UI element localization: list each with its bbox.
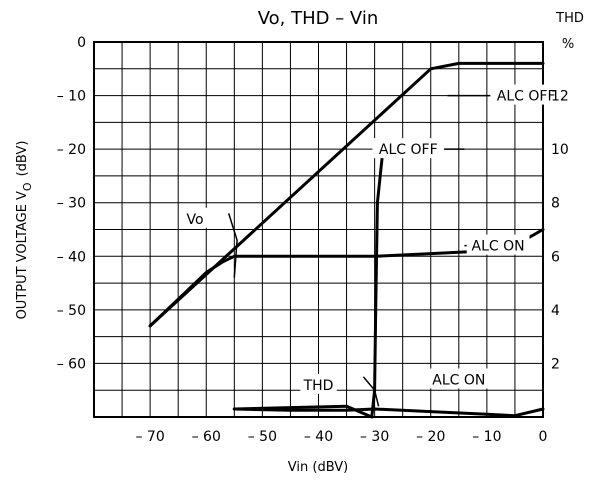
annotation-label: THD [303,378,334,394]
y-tick-label: 0 [77,35,86,51]
x-tick-label: – 60 [192,429,221,445]
annotation-background [300,373,337,394]
x-tick-label: – 40 [304,429,333,445]
y-axis-label-group: OUTPUT VOLTAGE VO (dBV) [15,141,34,320]
y-tick-label: – 20 [57,142,86,158]
x-axis-label: Vin (dBV) [288,460,348,475]
x-tick-label: – 50 [248,429,277,445]
series-line-vo-alc-off [148,61,545,328]
y-tick-label: – 30 [57,196,86,212]
y-tick-labels: 0 – 10 – 20 – 30 – 40 – 50 – 60 [57,35,86,372]
y-tick-label: – 50 [57,303,86,319]
chart-title: Vo, THD – Vin [258,8,379,29]
annotation-pointer [227,213,238,278]
x-tick-label: 0 [539,429,548,445]
y-axis-label-unit: (dBV) [15,141,30,177]
y2-axis-title-bottom: % [562,37,574,52]
annotation-background [466,234,530,255]
annotation-pointer [362,376,380,407]
y2-tick-label: 4 [551,303,560,319]
y2-tick-label: 2 [551,356,560,372]
y2-tick-label: 10 [551,142,569,158]
annotation-background [490,84,562,105]
annotation-background [181,207,209,228]
x-tick-label: – 10 [472,429,501,445]
series-line-thd-alc-on [232,407,545,418]
y-tick-label: – 40 [57,249,86,265]
y-tick-label: – 10 [57,89,86,105]
annotation-label: Vo [186,212,203,228]
x-tick-labels: – 70 – 60 – 50 – 40 – 30 – 20 – 10 0 [135,429,547,445]
y-axis-label-subscript: O [21,182,34,191]
y2-tick-label: 6 [551,249,560,265]
y-axis-label: OUTPUT VOLTAGE V [15,191,30,319]
annotations: Vo ALC OFF ALC OFF ALC ON THD ALC ON [181,84,562,394]
annotation-label: ALC ON [472,239,525,255]
y2-axis-title-top: THD [555,11,584,26]
annotation-background [372,138,445,159]
annotation-background [427,368,491,389]
x-tick-label: – 20 [416,429,445,445]
y-tick-label: – 60 [57,356,86,372]
annotation-label: ALC OFF [497,89,556,105]
y2-tick-labels: 12 10 8 6 4 2 [551,89,569,373]
annotation-label: ALC ON [432,373,485,389]
y2-tick-label: 8 [551,196,560,212]
y2-tick-label: 12 [551,89,569,105]
svg-text:OUTPUT VOLTAGE VO(dBV): OUTPUT VOLTAGE VO (dBV) [15,141,34,320]
x-tick-label: – 30 [360,429,389,445]
x-tick-label: – 70 [135,429,164,445]
annotation-label: ALC OFF [379,142,438,158]
grid [94,42,543,417]
